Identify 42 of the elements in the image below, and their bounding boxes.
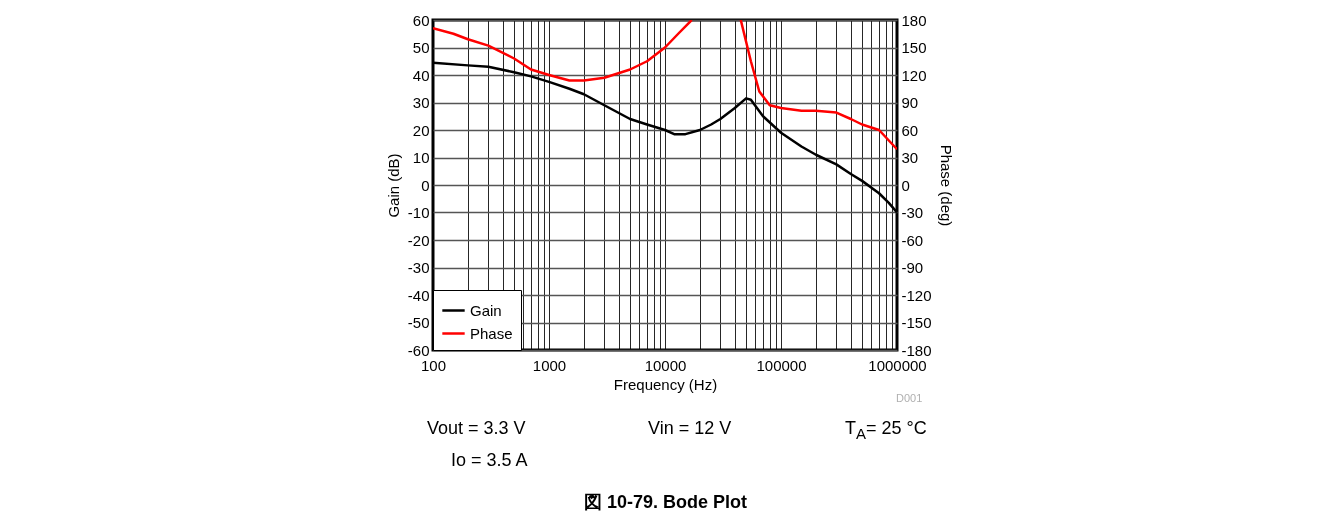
x-tick-label: 100000 (756, 356, 807, 374)
x-tick-label: 10000 (644, 356, 687, 374)
y2-tick-label: -30 (901, 204, 924, 221)
x-tick-label: 1000000 (868, 356, 927, 374)
y-tick-label: -20 (407, 231, 430, 249)
y-tick-label: -40 (407, 286, 430, 304)
x-tick-label: 100 (420, 356, 447, 374)
legend-label: Gain (470, 301, 502, 319)
y-tick-label: 30 (412, 94, 430, 111)
text: T$_{A}$= 25 °C (845, 418, 927, 442)
y2-tick-label: 0 (901, 176, 910, 194)
y-tick-label: 50 (412, 39, 430, 56)
x-tick-label: 1000 (532, 356, 567, 374)
y2-tick-label: 150 (901, 39, 927, 56)
y2-tick-label: 120 (901, 66, 927, 84)
text: Vout = 3.3 V (427, 418, 526, 439)
y2-axis-title: Phase (deg) (937, 144, 955, 227)
y-axis-title: Gain (dB) (384, 153, 402, 218)
y2-tick-label: 60 (901, 121, 919, 139)
y2-tick-label: -60 (901, 231, 924, 249)
text: Vin = 12 V (648, 418, 732, 439)
x-axis-title: Frequency (Hz) (613, 375, 718, 393)
y2-tick-label: 180 (901, 11, 927, 29)
y-tick-label: 60 (412, 11, 430, 29)
text: D001 (896, 392, 923, 404)
y-tick-label: -30 (407, 259, 430, 276)
y-tick-label: -10 (407, 204, 430, 221)
legend-label: Phase (470, 324, 513, 342)
y2-tick-label: -90 (901, 259, 924, 276)
y2-tick-label: -120 (901, 286, 932, 304)
y2-tick-label: -150 (901, 314, 932, 331)
y2-tick-label: -180 (901, 341, 932, 359)
y2-tick-label: 90 (901, 94, 919, 111)
y-tick-label: 10 (412, 149, 430, 166)
text: Io = 3.5 A (451, 450, 528, 471)
y2-tick-label: 30 (901, 149, 919, 166)
y-tick-label: 20 (412, 121, 430, 139)
y-tick-label: -60 (407, 341, 430, 359)
y-tick-label: 0 (421, 176, 430, 194)
y-tick-label: -50 (407, 314, 430, 331)
text: 図 10-79. Bode Plot (582, 491, 748, 514)
y-tick-label: 40 (412, 66, 430, 84)
